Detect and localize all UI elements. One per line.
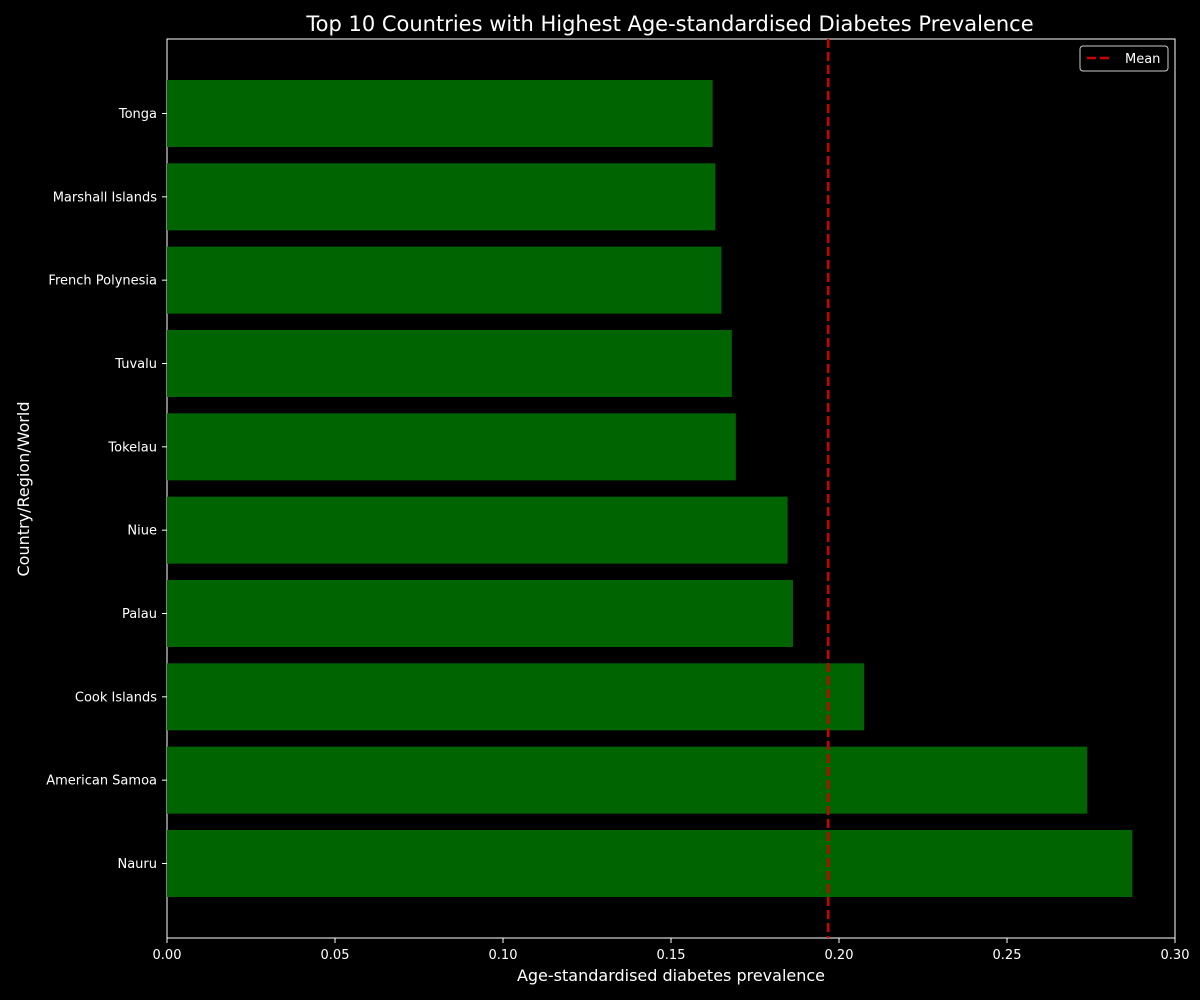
bar: [167, 580, 793, 647]
y-tick-label: Nauru: [117, 857, 157, 872]
legend-box: [1079, 45, 1169, 72]
x-tick-label: 0.20: [825, 948, 854, 963]
x-tick-label: 0.25: [993, 948, 1022, 963]
legend: Mean: [1079, 45, 1169, 72]
y-tick-label: Marshall Islands: [53, 190, 158, 205]
x-tick-label: 0.30: [1161, 948, 1190, 963]
x-tick-label: 0.05: [321, 948, 350, 963]
bar: [167, 663, 865, 731]
bar: [167, 830, 1133, 897]
y-tick-label: French Polynesia: [48, 274, 157, 289]
bar: [167, 413, 736, 481]
bar: [167, 80, 713, 147]
y-tick-label: Tokelau: [107, 440, 157, 455]
y-tick-label: American Samoa: [46, 774, 157, 789]
bar: [167, 746, 1088, 814]
y-axis-label: Country/Region/World: [14, 402, 33, 577]
x-axis-label: Age-standardised diabetes prevalence: [517, 966, 825, 985]
plot-area: Nauru American Samoa Cook Islands Palau Niue…: [46, 38, 1190, 963]
chart-title: Top 10 Countries with Highest Age-standa…: [305, 12, 1033, 36]
legend-mean-label: Mean: [1125, 52, 1160, 67]
x-tick-label: 0.15: [657, 948, 686, 963]
x-tick-label: 0.10: [489, 948, 518, 963]
y-tick-label: Niue: [127, 524, 157, 539]
y-tick-label: Palau: [122, 607, 157, 622]
bar: [167, 496, 788, 564]
bar: [167, 330, 732, 397]
bar: [167, 246, 722, 314]
y-tick-label: Tonga: [118, 107, 157, 122]
x-tick-label: 0.00: [153, 948, 182, 963]
bar: [167, 163, 716, 231]
y-tick-label: Cook Islands: [75, 690, 157, 705]
y-tick-label: Tuvalu: [114, 357, 157, 372]
